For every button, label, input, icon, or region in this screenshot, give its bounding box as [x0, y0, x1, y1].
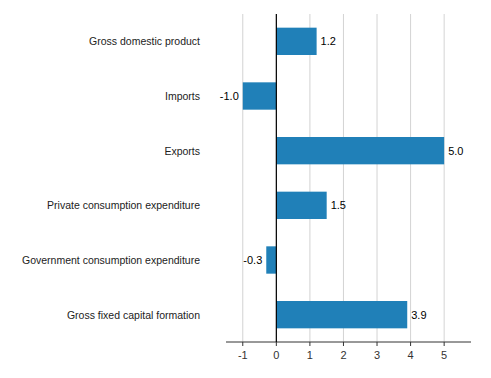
data-label: -0.3 — [243, 254, 262, 266]
category-label: Imports — [165, 90, 200, 102]
bar — [276, 301, 407, 328]
tick-mark — [309, 342, 310, 346]
data-label: 3.9 — [411, 309, 426, 321]
tick-label: -1 — [238, 349, 248, 361]
x-axis-line — [226, 342, 471, 343]
tick-mark — [444, 342, 445, 346]
tick-label: 3 — [374, 349, 380, 361]
grid-line — [276, 14, 277, 342]
grid-line — [410, 14, 411, 342]
y-axis: Gross fixed capital formation Government … — [22, 35, 200, 320]
category-label: Gross fixed capital formation — [67, 309, 200, 321]
data-label: 5.0 — [448, 145, 463, 157]
tick-mark — [410, 342, 411, 346]
data-labels: 3.9 -0.3 1.5 5.0 -1.0 1.2 — [220, 35, 464, 320]
data-label: 1.5 — [331, 199, 346, 211]
category-label: Exports — [164, 145, 200, 157]
tick-mark — [276, 342, 277, 346]
tick-label: 4 — [408, 349, 414, 361]
x-axis: -1 0 1 2 3 4 5 — [226, 342, 471, 361]
bar — [276, 192, 326, 219]
data-label: -1.0 — [220, 90, 239, 102]
category-label: Government consumption expenditure — [22, 254, 200, 266]
zero-line — [276, 14, 277, 342]
tick-label: 0 — [273, 349, 279, 361]
bars — [243, 28, 444, 329]
category-label: Gross domestic product — [89, 35, 200, 47]
tick-label: 2 — [340, 349, 346, 361]
chart-container: -1 0 1 2 3 4 5 Gross fixed capital formation Gov… — [0, 0, 491, 378]
tick-label: 1 — [307, 349, 313, 361]
data-label: 1.2 — [321, 35, 336, 47]
chart: -1 0 1 2 3 4 5 Gross fixed capital formation Gov… — [0, 0, 491, 378]
tick-mark — [377, 342, 378, 346]
grid-line — [444, 14, 445, 342]
bar — [243, 82, 277, 109]
category-label: Private consumption expenditure — [47, 199, 200, 211]
grid-line — [377, 14, 378, 342]
bar — [266, 246, 276, 273]
grid-line — [343, 14, 344, 342]
bar — [276, 137, 444, 164]
tick-label: 5 — [441, 349, 447, 361]
bar — [276, 28, 316, 55]
tick-mark — [343, 342, 344, 346]
tick-mark — [242, 342, 243, 346]
grid-line — [242, 14, 243, 342]
grid — [243, 14, 444, 342]
grid-line — [309, 14, 310, 342]
